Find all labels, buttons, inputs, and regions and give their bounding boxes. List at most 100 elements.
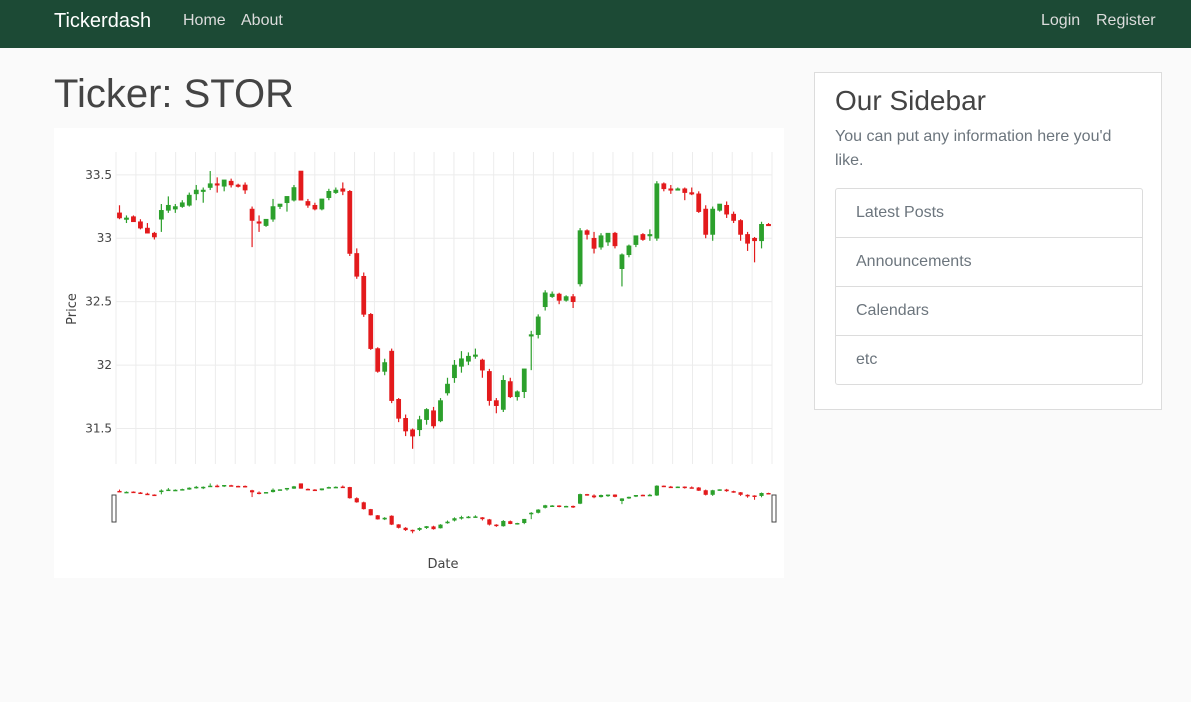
- candle-body: [319, 198, 325, 210]
- candle-body: [668, 188, 674, 191]
- candle: [368, 313, 374, 350]
- slider-candle-body: [682, 486, 687, 489]
- candle-body: [647, 234, 653, 237]
- slider-candle-body: [766, 492, 771, 495]
- candle-body: [473, 354, 478, 357]
- sidebar-item-announcements[interactable]: Announcements: [836, 238, 1142, 287]
- candle-body: [619, 254, 625, 269]
- candle-body: [514, 391, 520, 398]
- sidebar-text: You can put any information here you'd l…: [835, 128, 1112, 169]
- slider-candle-body: [647, 494, 652, 497]
- candle-body: [577, 230, 583, 285]
- price-chart[interactable]: 31.5 32 32.5 33 33.5 Price Date: [54, 128, 784, 578]
- login-link[interactable]: Login: [1041, 12, 1081, 29]
- candles[interactable]: [117, 170, 771, 449]
- candle: [291, 184, 297, 202]
- slider-candle-body: [745, 494, 750, 497]
- slider-candle-body: [347, 487, 352, 499]
- candle: [277, 203, 283, 210]
- slider-candle-body: [298, 483, 304, 489]
- candle-body: [214, 183, 220, 186]
- candle: [473, 348, 478, 359]
- candlestick-chart[interactable]: 31.5 32 32.5 33 33.5 Price Date: [54, 128, 784, 578]
- slider-candle-body: [417, 528, 422, 530]
- candle: [340, 182, 346, 196]
- slider-candle-body: [131, 491, 136, 494]
- candle: [661, 182, 667, 192]
- candle: [466, 352, 471, 366]
- candle: [249, 206, 255, 248]
- brand-link[interactable]: Tickerdash: [54, 10, 152, 32]
- slider-candle-body: [354, 498, 359, 503]
- candle-body: [752, 237, 757, 242]
- candle: [207, 171, 213, 191]
- candle-body: [298, 170, 304, 201]
- range-slider[interactable]: [111, 483, 777, 534]
- candle-body: [542, 292, 548, 308]
- slider-candle-body: [738, 492, 743, 495]
- slider-candle-body: [305, 488, 311, 491]
- candle: [459, 351, 464, 373]
- candle-body: [717, 203, 723, 211]
- sidebar-item-latest-posts[interactable]: Latest Posts: [836, 189, 1142, 238]
- range-slider-left-handle[interactable]: [111, 494, 117, 523]
- candle: [382, 358, 388, 376]
- candle: [647, 229, 653, 241]
- sidebar-list: Latest Posts Announcements Calendars etc: [835, 188, 1143, 385]
- candle-body: [389, 350, 395, 401]
- candle-body: [326, 191, 332, 198]
- slider-candle-body: [368, 509, 373, 516]
- slider-candle-body: [375, 515, 380, 520]
- candle-body: [612, 232, 618, 247]
- y-tick-label: 32.5: [85, 295, 112, 309]
- slider-candle-body: [277, 489, 283, 491]
- candle: [654, 181, 660, 241]
- candle-body: [249, 208, 255, 221]
- sidebar-item-calendars[interactable]: Calendars: [836, 287, 1142, 336]
- slider-candle-body: [522, 518, 527, 524]
- slider-candle-body: [187, 487, 192, 490]
- candle-body: [221, 179, 227, 187]
- candle: [186, 192, 192, 207]
- sidebar-title: Our Sidebar: [835, 85, 986, 116]
- candle: [752, 236, 757, 263]
- candle: [668, 184, 674, 194]
- candle: [431, 406, 436, 429]
- candle: [326, 188, 332, 201]
- candle: [214, 177, 220, 193]
- candle: [145, 223, 150, 234]
- slider-candle-body: [138, 492, 143, 495]
- register-link[interactable]: Register: [1096, 12, 1156, 29]
- candle-body: [675, 188, 681, 191]
- slider-candle-body: [619, 498, 625, 501]
- slider-candle-body: [710, 490, 715, 495]
- candle: [738, 219, 743, 241]
- slider-candle-body: [466, 516, 471, 519]
- candle-body: [591, 237, 597, 249]
- candle-body: [235, 184, 241, 187]
- y-tick-label: 31.5: [85, 421, 112, 435]
- candle-body: [124, 217, 129, 220]
- sidebar-item-etc[interactable]: etc: [856, 351, 878, 368]
- slider-candle-body: [326, 487, 331, 489]
- candle-body: [263, 218, 269, 226]
- slider-candle-body: [403, 527, 408, 531]
- range-slider-right-handle[interactable]: [771, 494, 777, 523]
- y-tick-label: 33: [97, 231, 112, 245]
- candle-body: [284, 196, 290, 204]
- slider-candle-body: [731, 491, 736, 493]
- candle: [179, 200, 185, 208]
- candle: [507, 377, 513, 399]
- slider-candle-body: [550, 505, 555, 507]
- candle-body: [382, 362, 388, 372]
- candle: [535, 314, 541, 339]
- nav-home-link[interactable]: Home: [183, 12, 226, 29]
- candle-body: [563, 296, 569, 301]
- candle: [703, 205, 709, 239]
- candle-body: [340, 188, 346, 192]
- slider-candle-body: [222, 485, 227, 487]
- nav-about-link[interactable]: About: [241, 12, 283, 29]
- candle: [158, 204, 164, 232]
- candle-body: [598, 235, 604, 248]
- candle-body: [682, 188, 688, 193]
